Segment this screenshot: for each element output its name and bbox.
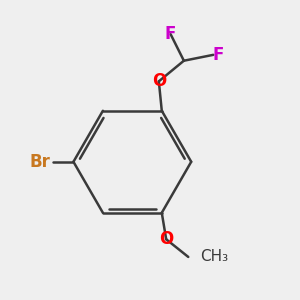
Text: O: O	[152, 72, 166, 90]
Text: CH₃: CH₃	[200, 249, 228, 264]
Text: F: F	[212, 46, 224, 64]
Text: O: O	[159, 230, 173, 248]
Text: F: F	[165, 25, 176, 43]
Text: Br: Br	[29, 153, 50, 171]
